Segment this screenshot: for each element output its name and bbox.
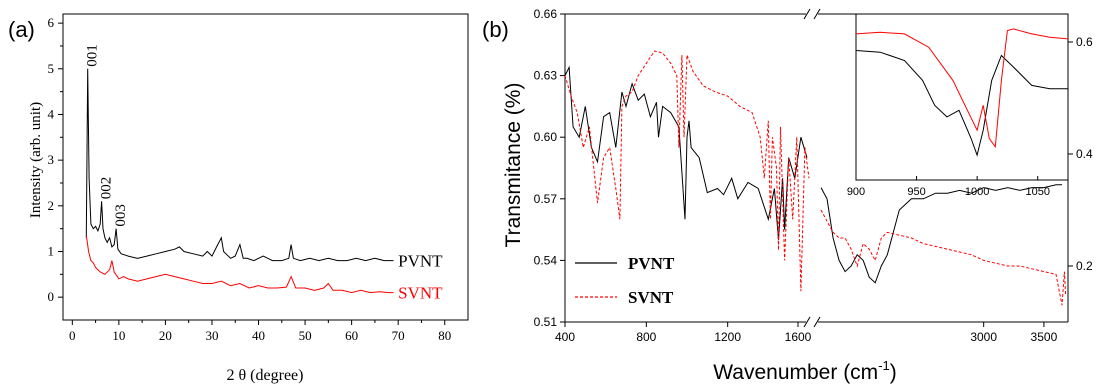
- panel-b-legend-label: SVNT: [628, 288, 674, 307]
- panel-b-break-mark: [813, 8, 821, 20]
- panel-b-label: (b): [482, 17, 509, 42]
- panel-b-legend-label: PVNT: [628, 254, 675, 273]
- panel-a-xtick-label: 60: [345, 328, 358, 343]
- panel-b-break-mark: [803, 316, 811, 328]
- panel-b: (b) 0.51 0.54 0.57 0.60 0.63 0.66 0.2 0.4 0.6 400…: [482, 7, 1093, 384]
- panel-b-xlabel: Wavenumber (cm-1): [713, 358, 897, 384]
- panel-b-series-pvnt-right: [820, 184, 1062, 284]
- panel-b-inset: 900 950 1000 1050: [847, 13, 1069, 198]
- panel-b-inset-xtick-label: 950: [907, 186, 925, 198]
- panel-a-series-label-svnt: SVNT: [398, 284, 443, 303]
- panel-a-xlabel: 2 θ (degree): [227, 367, 304, 384]
- panel-a-plot-area: 0 10 20 30 40 50 60 70 80 0 1 2 3 4 5 6 PVNT SVNT 001 002 00…: [48, 13, 469, 343]
- panel-a-xtick-label: 30: [205, 328, 218, 343]
- panel-a-series-pvnt: [85, 68, 394, 262]
- panel-a-ylabel: Intensity (arb. unit): [28, 102, 44, 218]
- panel-b-break-mark: [813, 316, 821, 328]
- panel-b-ytick-right-label: 0.4: [1076, 147, 1093, 161]
- panel-b-xtick-label: 400: [555, 330, 575, 344]
- panel-a-ytick-label: 2: [48, 198, 55, 213]
- panel-a-series-label-pvnt: PVNT: [398, 252, 443, 271]
- panel-b-ytick-label: 0.51: [534, 315, 558, 329]
- panel-b-xlabel-sup: -1: [878, 358, 890, 373]
- panel-b-ytick-label: 0.66: [534, 7, 558, 21]
- panel-a-peak-label: 001: [85, 44, 101, 67]
- panel-a-series-svnt: [85, 235, 394, 294]
- panel-a-ytick-label: 0: [48, 289, 55, 304]
- panel-a: (a) 0 10 20 30 40 50 60 70 800123456PVNTSVNT0010…: [8, 13, 469, 384]
- panel-a-xtick-label: 10: [112, 328, 125, 343]
- panel-b-break-mark: [803, 8, 811, 20]
- panel-a-xtick-label: 80: [438, 328, 451, 343]
- panel-b-ytick-label: 0.63: [534, 69, 558, 83]
- panel-b-xtick-label: 1600: [785, 330, 812, 344]
- panel-a-ytick-label: 4: [48, 106, 55, 121]
- panel-a-xtick-label: 70: [392, 328, 405, 343]
- panel-b-inset-xtick-label: 1000: [965, 186, 989, 198]
- panel-a-ytick-label: 5: [48, 61, 55, 76]
- panel-a-label: (a): [8, 17, 35, 42]
- panel-a-frame: [62, 13, 469, 321]
- panel-b-inset-series-svnt: [855, 28, 1069, 149]
- panel-b-xlabel-end: ): [890, 361, 897, 384]
- panel-a-peak-label: 003: [113, 204, 129, 227]
- panel-a-xtick-label: 20: [159, 328, 172, 343]
- panel-b-xtick-label: 3500: [1031, 330, 1058, 344]
- panel-b-inset-series-pvnt: [855, 50, 1068, 157]
- panel-b-ytick-right-label: 0.2: [1076, 259, 1093, 273]
- panel-a-ytick-label: 3: [48, 152, 55, 167]
- panel-b-xtick-label: 800: [636, 330, 656, 344]
- panel-b-xlabel-main: Wavenumber (cm: [713, 361, 878, 384]
- panel-a-ytick-label: 6: [48, 15, 55, 30]
- panel-a-xtick-label: 0: [69, 328, 76, 343]
- panel-b-ytick-label: 0.54: [534, 253, 558, 267]
- panel-b-ytick-label: 0.57: [534, 192, 558, 206]
- panel-b-legend: PVNT SVNT: [575, 254, 675, 307]
- panel-a-ytick-label: 1: [48, 243, 55, 258]
- panel-b-ytick-right-label: 0.6: [1076, 35, 1093, 49]
- panel-b-series-pvnt-left: [564, 65, 808, 240]
- panel-b-inset-xtick-label: 1050: [1025, 186, 1049, 198]
- panel-a-xtick-label: 50: [299, 328, 312, 343]
- panel-b-plot-area: 0.51 0.54 0.57 0.60 0.63 0.66 0.2 0.4 0.6 400 800 1…: [534, 7, 1093, 344]
- panel-b-series-svnt-left: [564, 50, 810, 292]
- panel-b-series-svnt-right: [820, 209, 1067, 306]
- panel-b-ylabel: Transmitance (%): [502, 83, 525, 248]
- panel-a-xtick-label: 40: [252, 328, 265, 343]
- panel-b-inset-frame: [855, 13, 1069, 181]
- panel-b-inset-xtick-label: 900: [847, 186, 865, 198]
- panel-b-xtick-label: 1200: [714, 330, 741, 344]
- panel-b-ytick-label: 0.60: [534, 130, 558, 144]
- panel-b-xtick-label: 3000: [970, 330, 997, 344]
- panel-a-peak-label: 002: [99, 177, 115, 200]
